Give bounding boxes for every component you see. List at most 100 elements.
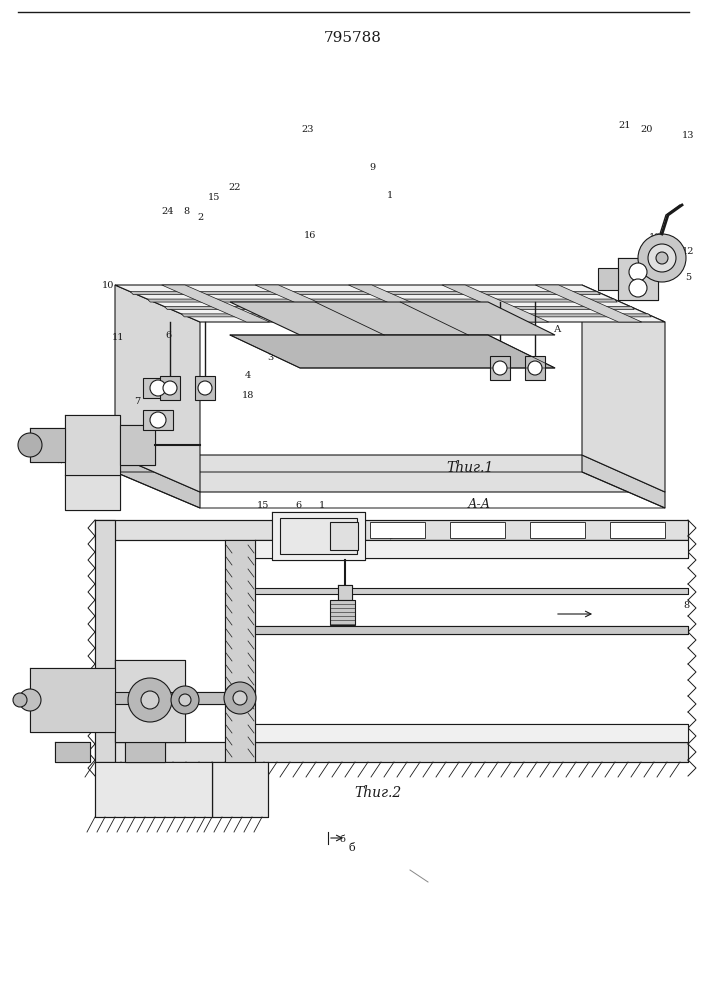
Circle shape	[163, 381, 177, 395]
Polygon shape	[95, 520, 688, 540]
Circle shape	[141, 691, 159, 709]
Polygon shape	[30, 668, 115, 732]
Polygon shape	[610, 522, 665, 538]
Text: Τһuг.2: Τһuг.2	[354, 786, 402, 800]
Polygon shape	[255, 626, 688, 634]
Polygon shape	[330, 522, 358, 550]
Polygon shape	[164, 306, 634, 309]
Circle shape	[528, 361, 542, 375]
Polygon shape	[115, 455, 665, 492]
Circle shape	[150, 412, 166, 428]
Text: 22: 22	[229, 184, 241, 192]
Polygon shape	[143, 378, 173, 398]
Polygon shape	[370, 522, 425, 538]
Polygon shape	[255, 588, 688, 594]
Polygon shape	[130, 292, 600, 295]
Text: 4: 4	[245, 370, 251, 379]
Polygon shape	[535, 285, 642, 322]
Polygon shape	[349, 285, 456, 322]
Polygon shape	[255, 540, 688, 558]
Polygon shape	[115, 660, 185, 742]
Text: А-А: А-А	[468, 497, 491, 510]
Polygon shape	[230, 302, 555, 335]
Polygon shape	[120, 425, 155, 465]
Text: 1: 1	[387, 190, 393, 200]
Polygon shape	[95, 520, 115, 762]
Polygon shape	[582, 455, 665, 508]
Polygon shape	[525, 356, 545, 380]
Polygon shape	[143, 410, 173, 430]
Text: 23: 23	[302, 125, 314, 134]
Text: 15: 15	[257, 502, 269, 510]
Polygon shape	[65, 415, 120, 475]
Polygon shape	[125, 742, 165, 762]
Text: 6: 6	[165, 330, 171, 340]
Polygon shape	[55, 742, 90, 762]
Text: 9: 9	[369, 163, 375, 172]
Circle shape	[493, 361, 507, 375]
Circle shape	[224, 682, 256, 714]
Circle shape	[179, 694, 191, 706]
Text: 16: 16	[304, 231, 316, 239]
Circle shape	[656, 252, 668, 264]
Polygon shape	[115, 285, 665, 322]
Text: 18: 18	[242, 390, 255, 399]
Polygon shape	[582, 285, 665, 492]
Text: 19: 19	[649, 233, 661, 242]
Polygon shape	[115, 692, 225, 704]
Polygon shape	[450, 522, 505, 538]
Polygon shape	[255, 285, 363, 322]
Text: 14: 14	[554, 314, 566, 322]
Polygon shape	[280, 518, 357, 554]
Circle shape	[638, 234, 686, 282]
Text: б: б	[349, 843, 356, 853]
Circle shape	[19, 689, 41, 711]
Polygon shape	[230, 335, 555, 368]
Polygon shape	[530, 522, 585, 538]
Polygon shape	[618, 258, 658, 300]
Circle shape	[233, 691, 247, 705]
Polygon shape	[272, 512, 365, 560]
Text: 15: 15	[208, 194, 220, 202]
Polygon shape	[255, 724, 688, 742]
Text: 5: 5	[685, 273, 691, 282]
Text: 1: 1	[319, 502, 325, 510]
Circle shape	[171, 686, 199, 714]
Polygon shape	[115, 455, 200, 508]
Polygon shape	[95, 762, 212, 817]
Polygon shape	[65, 475, 120, 510]
Text: 7: 7	[134, 397, 140, 406]
Polygon shape	[162, 285, 270, 322]
Polygon shape	[225, 540, 255, 762]
Circle shape	[629, 279, 647, 297]
Text: 2: 2	[197, 214, 203, 223]
Circle shape	[648, 244, 676, 272]
Text: 13: 13	[682, 130, 694, 139]
Text: 12: 12	[682, 247, 694, 256]
Polygon shape	[147, 299, 617, 302]
Circle shape	[150, 380, 166, 396]
Text: А: А	[64, 448, 71, 456]
Text: 8: 8	[183, 208, 189, 217]
Text: 10: 10	[102, 280, 115, 290]
Text: 6: 6	[295, 502, 301, 510]
Polygon shape	[30, 428, 65, 462]
Text: 24: 24	[162, 208, 174, 217]
Polygon shape	[181, 314, 651, 317]
Circle shape	[128, 678, 172, 722]
Polygon shape	[598, 268, 618, 290]
Polygon shape	[95, 742, 688, 762]
Circle shape	[18, 433, 42, 457]
Polygon shape	[115, 285, 200, 492]
Polygon shape	[330, 600, 355, 625]
Text: 795788: 795788	[324, 31, 382, 45]
Text: Τһuг.1: Τһuг.1	[446, 461, 493, 475]
Circle shape	[13, 693, 27, 707]
Circle shape	[198, 381, 212, 395]
Text: 20: 20	[641, 125, 653, 134]
Polygon shape	[490, 356, 510, 380]
Text: 3: 3	[267, 354, 273, 362]
Polygon shape	[442, 285, 549, 322]
Polygon shape	[160, 376, 180, 400]
Polygon shape	[338, 585, 352, 600]
